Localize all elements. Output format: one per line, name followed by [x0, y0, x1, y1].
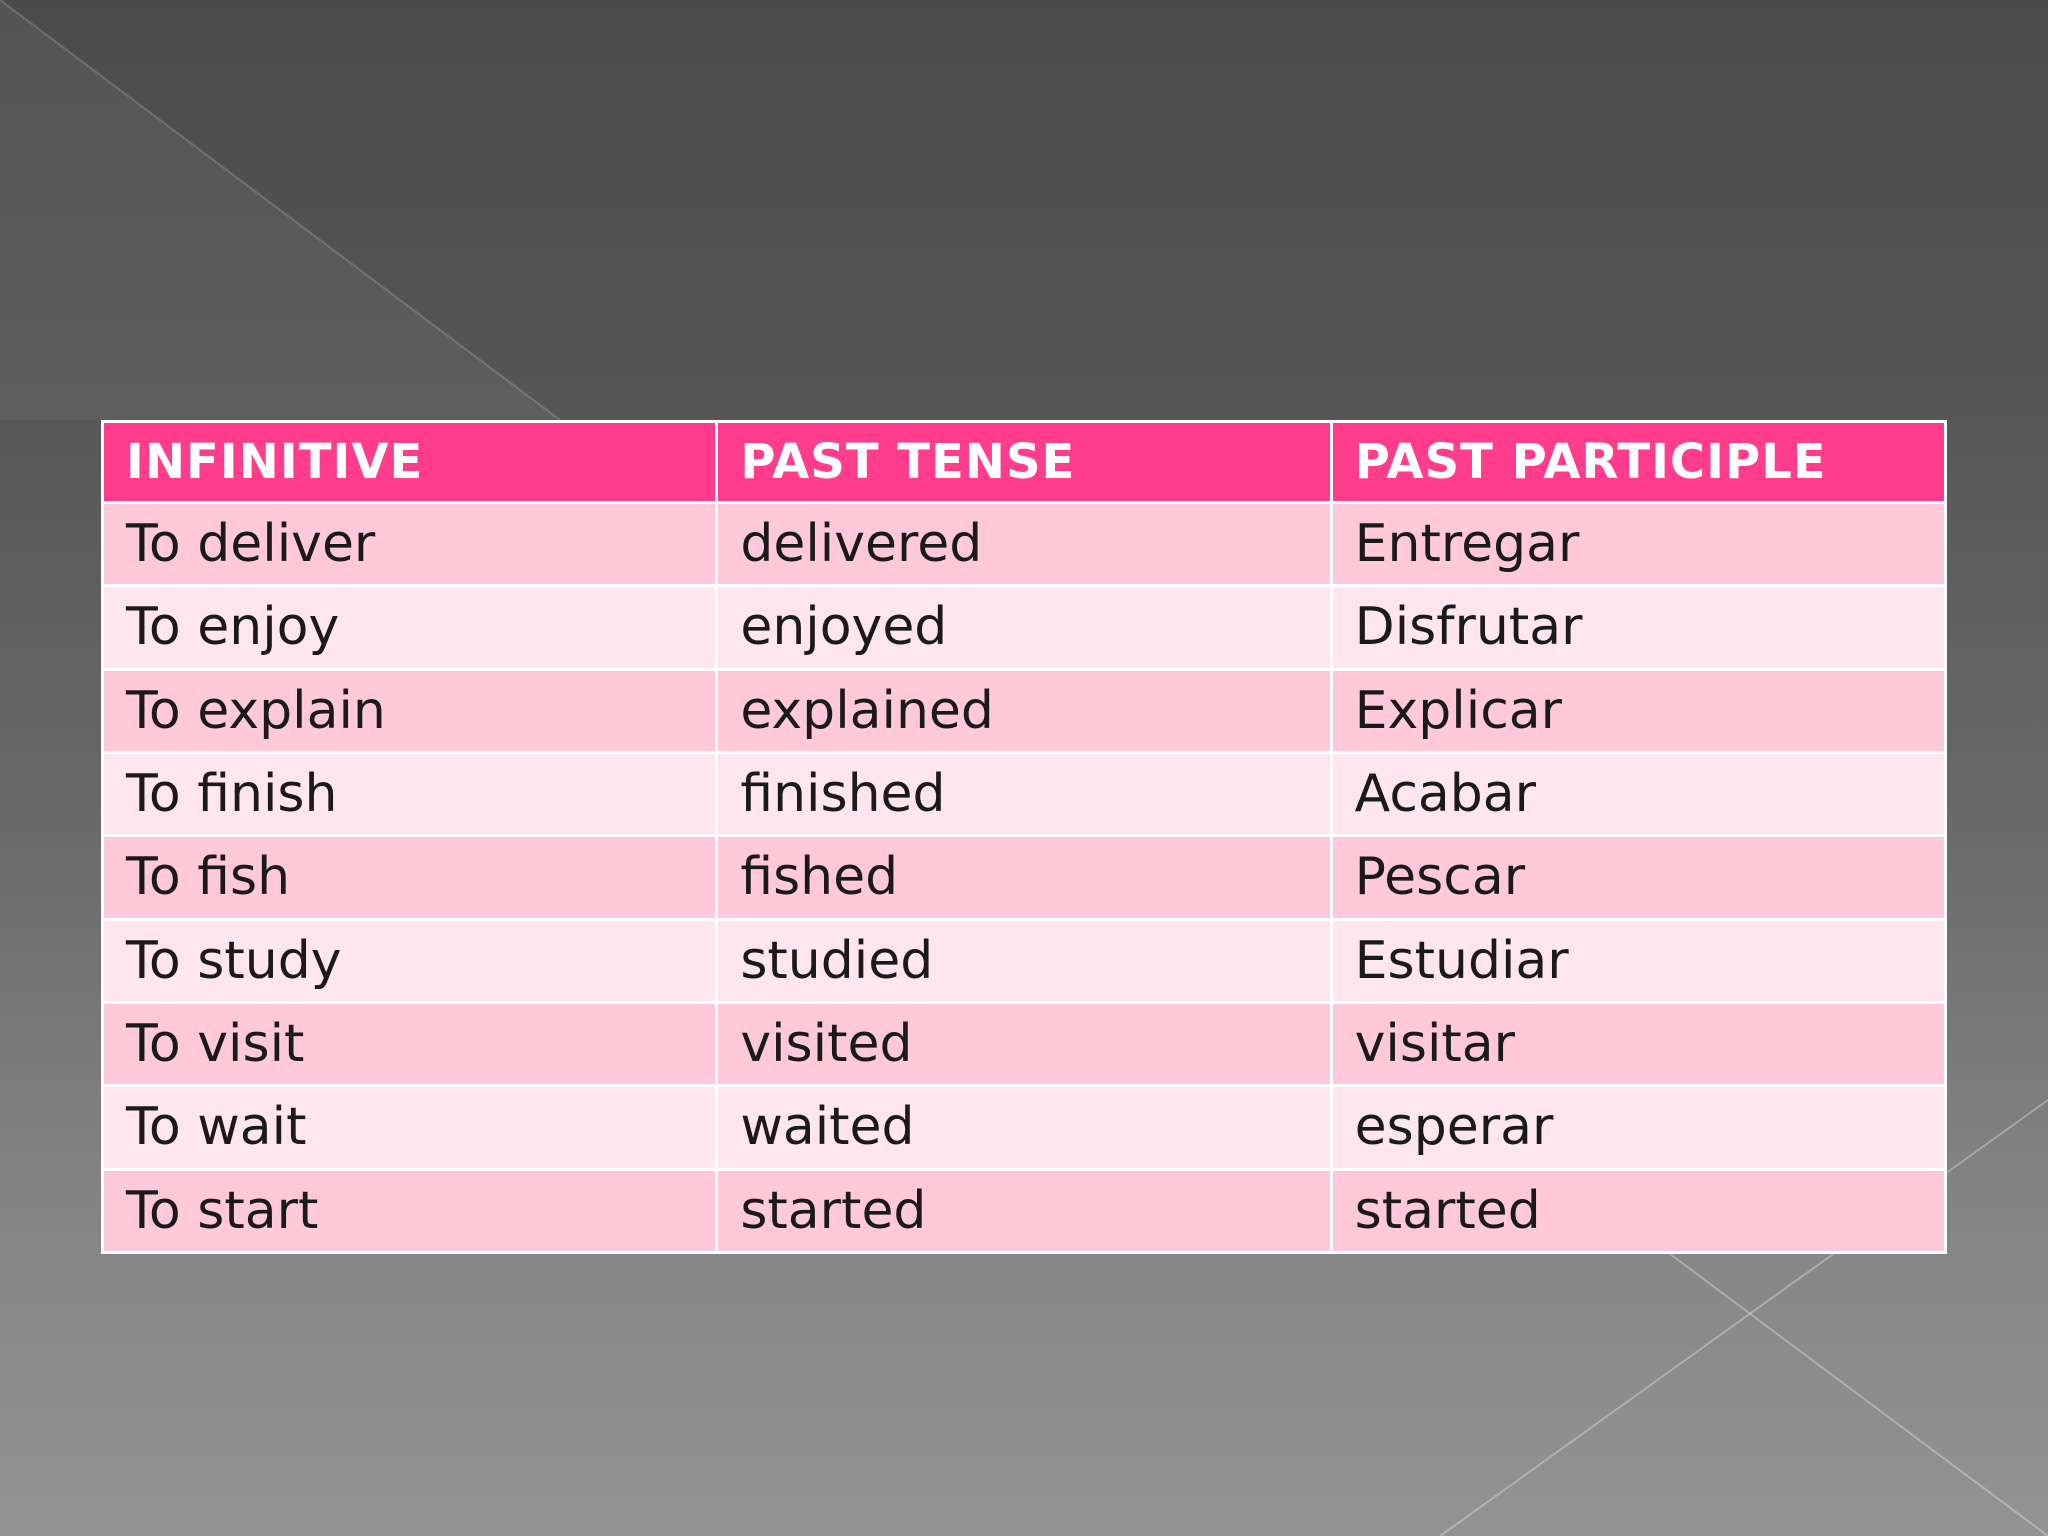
- table-row: To fish fished Pescar: [100, 834, 1948, 921]
- table-row: To explain explained Explicar: [100, 667, 1948, 754]
- cell-past-tense: explained: [715, 667, 1333, 754]
- cell-past-participle: Entregar: [1329, 500, 1948, 588]
- cell-past-participle: Acabar: [1329, 750, 1948, 838]
- cell-past-tense: finished: [715, 750, 1333, 838]
- verb-table: INFINITIVE PAST TENSE PAST PARTICIPLE To…: [100, 420, 1948, 1255]
- cell-infinitive: To study: [100, 917, 719, 1004]
- header-infinitive: INFINITIVE: [100, 420, 719, 504]
- cell-past-tense: visited: [715, 1000, 1333, 1088]
- table-row: To wait waited esperar: [100, 1084, 1948, 1171]
- table-row: To visit visited visitar: [100, 1000, 1948, 1088]
- cell-past-tense: studied: [715, 917, 1333, 1004]
- cell-infinitive: To fish: [100, 834, 719, 921]
- cell-past-participle: esperar: [1329, 1084, 1948, 1171]
- verb-table-container: INFINITIVE PAST TENSE PAST PARTICIPLE To…: [100, 420, 1948, 1255]
- cell-past-participle: Pescar: [1329, 834, 1948, 921]
- cell-infinitive: To deliver: [100, 500, 719, 588]
- cell-infinitive: To finish: [100, 750, 719, 838]
- table-header-row: INFINITIVE PAST TENSE PAST PARTICIPLE: [100, 420, 1948, 504]
- cell-past-participle: Explicar: [1329, 667, 1948, 754]
- cell-infinitive: To visit: [100, 1000, 719, 1088]
- table-row: To deliver delivered Entregar: [100, 500, 1948, 588]
- cell-past-tense: waited: [715, 1084, 1333, 1171]
- cell-past-participle: started: [1329, 1167, 1948, 1255]
- cell-infinitive: To start: [100, 1167, 719, 1255]
- cell-past-participle: Estudiar: [1329, 917, 1948, 1004]
- cell-infinitive: To enjoy: [100, 584, 719, 671]
- table-row: To enjoy enjoyed Disfrutar: [100, 584, 1948, 671]
- header-past-participle: PAST PARTICIPLE: [1329, 420, 1948, 504]
- cell-infinitive: To explain: [100, 667, 719, 754]
- cell-past-tense: fished: [715, 834, 1333, 921]
- cell-past-tense: delivered: [715, 500, 1333, 588]
- cell-past-tense: started: [715, 1167, 1333, 1255]
- header-past-tense: PAST TENSE: [715, 420, 1333, 504]
- table-row: To start started started: [100, 1167, 1948, 1255]
- diagonal-line-top-left: [0, 0, 561, 421]
- cell-past-tense: enjoyed: [715, 584, 1333, 671]
- table-row: To finish finished Acabar: [100, 750, 1948, 838]
- cell-past-participle: visitar: [1329, 1000, 1948, 1088]
- cell-infinitive: To wait: [100, 1084, 719, 1171]
- table-row: To study studied Estudiar: [100, 917, 1948, 1004]
- diagonal-line-bottom-right-b: [1669, 1253, 2048, 1536]
- cell-past-participle: Disfrutar: [1329, 584, 1948, 671]
- diagonal-shade-top-left: [0, 0, 560, 420]
